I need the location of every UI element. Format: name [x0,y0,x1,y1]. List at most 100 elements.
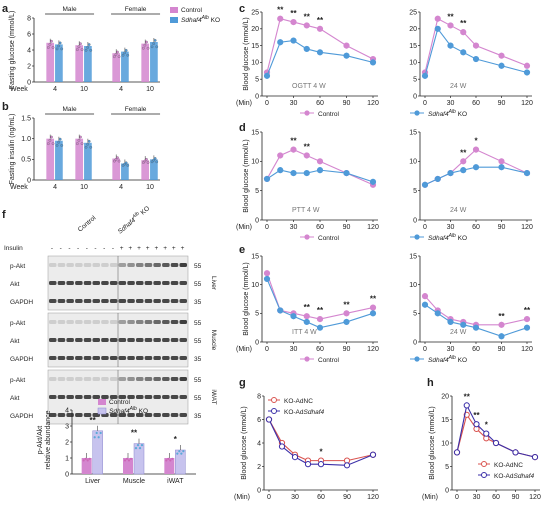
blot-band [170,413,179,417]
blot-band [118,299,127,303]
chart-e-legend-control: Control [318,357,340,364]
chart-h-x-tick-label: 30 [473,494,481,501]
chart-h-point [463,402,470,409]
panel-g-label: g [239,377,246,389]
chart-c-sub1-point [498,52,505,59]
chart-c-x-prefix: (Min) [236,100,252,107]
chart-b-x-tick-label: 10 [80,184,88,191]
blot-band [179,356,187,360]
blot-insulin-sign: + [163,245,167,252]
blot-insulin-sign: + [120,245,124,252]
chart-b-dot [60,144,64,147]
chart-e-sub0-point [263,275,271,283]
blot-band [101,281,109,285]
blot-insulin-sign: - [94,245,96,252]
blot-band [118,320,127,324]
blot-band [153,281,161,285]
chart-c-sub1-point [447,22,454,29]
chart-e-sub0-x-tick-label: 60 [316,346,324,353]
chart-f-legend-swatch-ko [97,407,107,415]
blot-band [109,356,118,360]
blot-band [127,338,135,342]
blot-band [136,377,144,381]
blot-band [83,299,92,303]
chart-e-sub0-point [316,315,324,323]
chart-f-significance: ** [90,416,97,425]
blot-insulin-sign: + [146,245,150,252]
chart-f-dot [176,452,179,455]
chart-e-sub1-x-tick-label: 0 [423,346,427,353]
chart-a-bar [141,43,150,82]
chart-a-legend-control: Control [181,7,203,14]
chart-c-sub0-significance: ** [290,9,297,18]
blot-band [179,338,187,342]
blot-band [136,395,144,399]
blot-band [66,281,74,285]
blot-band [118,395,127,399]
chart-d-sub1-y-tick-label: 10 [409,159,417,166]
chart-c-sub0-point [343,42,350,49]
blot-band [66,263,74,267]
blot-band [170,338,179,342]
chart-h-y-tick-label: 15 [441,417,449,424]
blot-band [57,338,66,342]
chart-h-y-tick-label: 20 [441,393,449,400]
chart-b-dot [55,144,59,147]
chart-d-sub0-x-tick-label: 90 [343,224,351,231]
chart-f-dot [140,444,144,447]
chart-f-x-tick-label: Liver [85,478,101,485]
blot-group-ko: Sdhaf4Alb KO [116,204,152,236]
chart-h-point [512,449,519,456]
chart-d-sub1-x-tick-label: 90 [498,224,506,231]
chart-a-ylabel: Fasting glucose (mmol/L) [9,11,16,90]
chart-c-sub0-significance: ** [317,16,324,25]
chart-a-dot [152,42,155,45]
chart-c-sub0-y-tick-label: 5 [255,77,259,84]
chart-e-sub1-point [472,324,480,331]
blot-band [92,299,100,303]
chart-b-dot [126,164,130,167]
chart-h-legend-2: KO-AdSdhaf4 [494,473,535,480]
chart-g-y-tick-label: 2 [257,464,261,471]
chart-b-dot [143,159,147,163]
blot-band [162,299,170,303]
chart-g-point [343,462,351,469]
blot-band [83,395,92,399]
chart-g-y-tick-label: 6 [257,417,261,424]
blot-band [57,281,66,285]
chart-h-point [492,439,500,447]
chart-c-sub0-point [343,52,350,59]
chart-c-sub1-point [472,42,480,49]
chart-g-legend-marker-2 [271,408,277,414]
blot-band [66,395,74,399]
blot-band [66,356,74,360]
blot-insulin-sign: + [181,245,185,252]
chart-e-sub1-x-tick-label: 120 [521,346,533,353]
blot-band [153,338,161,342]
chart-e-sub1-point [421,293,429,300]
chart-d-sub1-point [498,158,505,165]
chart-d-legend-ko: Sdhaf4Alb KO [428,233,467,242]
chart-b-dot [145,158,148,161]
chart-c-sub1-title: 24 W [450,83,467,90]
chart-f-ylabel-1: p-Akt/Akt [37,426,44,454]
chart-e-sub1-y-tick-label: 10 [409,282,417,289]
chart-g-x-tick-label: 30 [291,494,299,501]
chart-c-sub0-point [277,15,284,22]
chart-a-dot [116,50,119,54]
chart-a-x-prefix: Week [10,86,28,93]
chart-b-x-tick-label: 10 [146,184,154,191]
chart-f-significance: ** [131,429,138,438]
chart-a-dot [77,45,81,49]
blot-insulin-sign: - [112,245,114,252]
chart-a-dot [87,43,91,46]
chart-a-x-tick-label: 4 [53,86,57,93]
chart-a-dot [57,44,60,48]
chart-b-group-label: Female [125,106,147,113]
blot-band [179,281,187,285]
chart-f-y-tick-label: 0 [65,471,69,478]
chart-c-sub0-point [303,22,310,29]
blot-marker-label: 55 [194,377,202,384]
chart-d-sub1-y-tick-label: 0 [413,217,417,224]
